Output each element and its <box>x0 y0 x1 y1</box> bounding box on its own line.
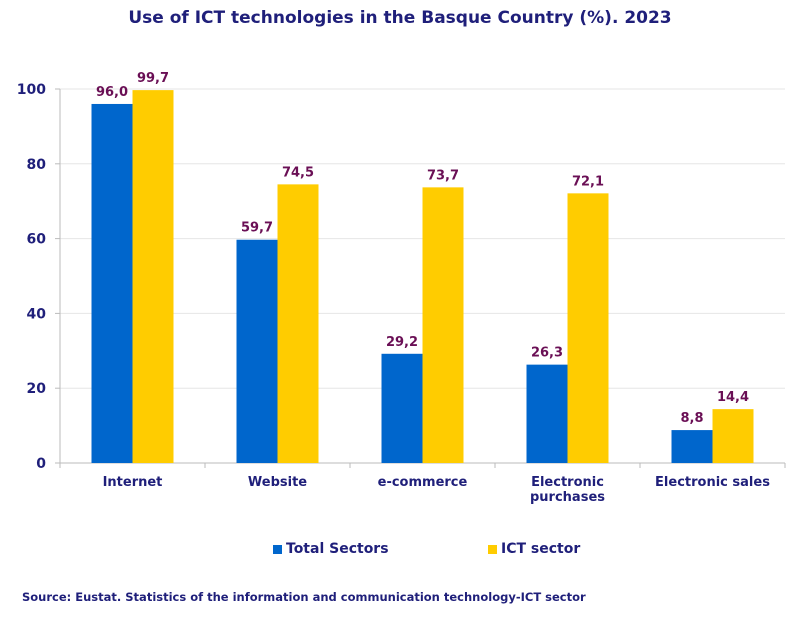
bar-total-sectors <box>91 103 133 464</box>
data-label: 59,7 <box>241 221 273 236</box>
data-label: 73,7 <box>427 168 459 183</box>
bar-total-sectors <box>381 353 423 463</box>
data-label: 99,7 <box>137 71 169 86</box>
y-tick-label: 40 <box>27 306 47 322</box>
x-category-label: Electronic <box>531 475 604 490</box>
legend-label-total-sectors: Total Sectors <box>286 541 389 557</box>
y-tick-label: 20 <box>27 381 47 397</box>
x-category-label: Website <box>248 475 307 490</box>
y-tick-label: 80 <box>27 157 47 173</box>
x-category-label: Electronic sales <box>655 475 770 490</box>
data-label: 72,1 <box>572 174 604 189</box>
y-tick-label: 100 <box>17 82 46 98</box>
data-label: 74,5 <box>282 165 314 180</box>
data-label: 96,0 <box>96 85 128 100</box>
bar-total-sectors <box>526 364 568 463</box>
legend-item-ict-sector: ICT sector <box>488 541 580 557</box>
data-label: 26,3 <box>531 346 563 361</box>
data-label: 14,4 <box>717 390 749 405</box>
legend-swatch-ict-sector <box>488 544 497 554</box>
y-tick-label: 60 <box>27 232 47 248</box>
bar-total-sectors <box>671 430 713 463</box>
bar-ict-sector <box>422 187 464 463</box>
x-category-label: purchases <box>530 490 605 505</box>
source-note: Source: Eustat. Statistics of the inform… <box>22 590 586 604</box>
bar-ict-sector <box>132 90 174 463</box>
legend-swatch-total-sectors <box>273 544 282 554</box>
data-label: 8,8 <box>680 411 703 426</box>
x-category-label: Internet <box>103 475 163 490</box>
chart-title: Use of ICT technologies in the Basque Co… <box>128 8 672 28</box>
bar-ict-sector <box>277 184 319 463</box>
legend-label-ict-sector: ICT sector <box>501 541 581 557</box>
bar-total-sectors <box>236 239 278 463</box>
legend: Total Sectors ICT sector <box>0 541 800 561</box>
y-tick-label: 0 <box>36 456 46 472</box>
legend-item-total-sectors: Total Sectors <box>273 541 389 557</box>
bar-ict-sector <box>567 193 609 463</box>
data-label: 29,2 <box>386 335 418 350</box>
bar-ict-sector <box>712 409 754 463</box>
x-category-label: e-commerce <box>378 475 468 490</box>
